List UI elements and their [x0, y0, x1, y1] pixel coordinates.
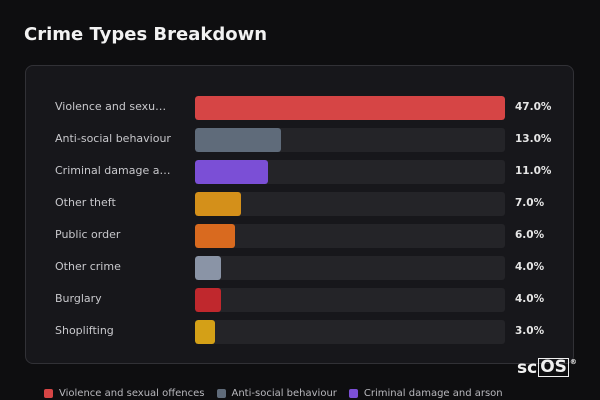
bar-track [195, 288, 505, 312]
value-label: 13.0% [515, 133, 552, 145]
category-label: Other theft [55, 196, 116, 209]
bar-row: Anti-social behaviour 13.0% [26, 128, 573, 152]
category-label: Other crime [55, 260, 121, 273]
bar [195, 224, 235, 248]
value-label: 7.0% [515, 197, 545, 209]
legend: Violence and sexual offences Anti-social … [44, 386, 584, 400]
bar-track [195, 192, 505, 216]
legend-label: Anti-social behaviour [231, 387, 337, 399]
category-label: Public order [55, 228, 121, 241]
category-label: Anti-social behaviour [55, 132, 171, 145]
bar [195, 192, 242, 216]
bar-track [195, 320, 505, 344]
legend-item: Violence and sexual offences [44, 386, 205, 400]
bar [195, 160, 268, 184]
bar-row: Shoplifting 3.0% [26, 320, 573, 344]
bar [195, 320, 215, 344]
bar-track [195, 96, 505, 120]
value-label: 4.0% [515, 261, 545, 273]
bar-track [195, 128, 505, 152]
category-label: Criminal damage and arson [55, 164, 171, 177]
bar [195, 128, 281, 152]
value-label: 11.0% [515, 165, 552, 177]
legend-item: Criminal damage and arson [348, 386, 503, 400]
bar [195, 96, 505, 120]
value-label: 47.0% [515, 101, 552, 113]
logo: sc OS ® [517, 358, 577, 378]
legend-item: Anti-social behaviour [216, 386, 337, 400]
bar-row: Criminal damage and arson 11.0% [26, 160, 573, 184]
bar-row: Other crime 4.0% [26, 256, 573, 280]
bar-row: Burglary 4.0% [26, 288, 573, 312]
category-label: Shoplifting [55, 324, 114, 337]
logo-prefix: sc [517, 358, 538, 378]
chart-title: Crime Types Breakdown [24, 24, 268, 45]
legend-label: Criminal damage and arson [363, 387, 503, 399]
legend-swatch [216, 388, 226, 398]
legend-swatch [348, 388, 358, 398]
bar-row: Violence and sexual offences 47.0% [26, 96, 573, 120]
chart-panel: Violence and sexual offences 47.0% Anti-so… [25, 65, 574, 364]
bar-track [195, 256, 505, 280]
legend-label: Violence and sexual offences [59, 387, 205, 399]
bar-track [195, 224, 505, 248]
value-label: 4.0% [515, 293, 545, 305]
bar [195, 256, 222, 280]
value-label: 3.0% [515, 325, 545, 337]
bar-row: Public order 6.0% [26, 224, 573, 248]
value-label: 6.0% [515, 229, 545, 241]
bar-track [195, 160, 505, 184]
logo-mark: ® [569, 358, 577, 366]
bar-row: Other theft 7.0% [26, 192, 573, 216]
category-label: Violence and sexual offences [55, 100, 171, 113]
legend-swatch [44, 388, 53, 398]
bar [195, 288, 222, 312]
category-label: Burglary [55, 292, 102, 305]
logo-boxed: OS [538, 357, 569, 377]
